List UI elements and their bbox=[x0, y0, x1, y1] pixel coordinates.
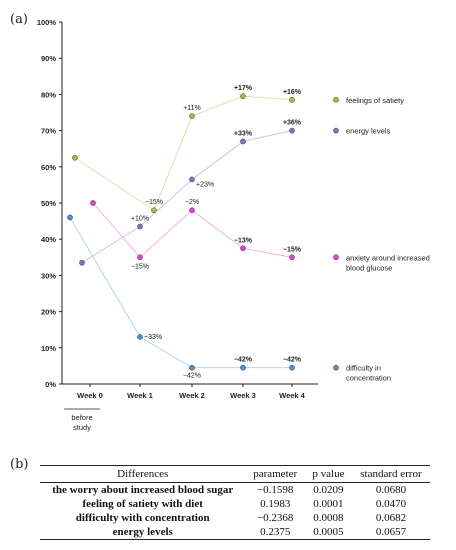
data-point bbox=[289, 127, 295, 134]
data-label: −15% bbox=[131, 263, 149, 270]
y-tick-label: 30% bbox=[41, 271, 56, 280]
y-tick-label: 40% bbox=[41, 235, 56, 244]
x-tick-label: Week 3 bbox=[230, 391, 256, 400]
series-line bbox=[81, 130, 293, 264]
legend-marker bbox=[333, 96, 339, 103]
legend-label: difficulty in bbox=[346, 364, 381, 373]
data-label: −42% bbox=[283, 357, 302, 364]
data-point bbox=[137, 254, 143, 261]
data-point bbox=[240, 364, 246, 371]
data-label: +17% bbox=[234, 85, 253, 92]
panel-a-label: (a) bbox=[10, 12, 28, 27]
row-label: feeling of satiety with diet bbox=[82, 498, 203, 510]
legend-marker bbox=[333, 364, 339, 371]
baseline-point bbox=[72, 154, 78, 161]
data-point bbox=[240, 245, 246, 252]
y-tick-label: 50% bbox=[41, 199, 56, 208]
row-label: energy levels bbox=[40, 525, 246, 540]
y-tick-label: 10% bbox=[41, 344, 56, 353]
data-point bbox=[151, 207, 157, 214]
legend-marker bbox=[333, 127, 339, 134]
data-point bbox=[289, 254, 295, 261]
parameter-cell: 0.1983 bbox=[260, 498, 291, 510]
legend-label: blood glucose bbox=[346, 263, 392, 272]
parameter-cell: −0.2368 bbox=[256, 512, 294, 524]
parameter-cell: −0.1598 bbox=[256, 484, 294, 496]
table-row: difficulty with concentration −0.2368 0.… bbox=[40, 511, 430, 525]
baseline-label: before bbox=[71, 413, 92, 422]
legend-label: feelings of satiety bbox=[346, 96, 404, 105]
data-point bbox=[240, 93, 246, 100]
header-differences: Differences bbox=[40, 465, 246, 483]
x-tick-label: Week 4 bbox=[279, 391, 306, 400]
data-label: −42% bbox=[183, 373, 201, 380]
data-label: +16% bbox=[283, 89, 302, 96]
table-header-row: Differences parameter p value standard e… bbox=[40, 465, 430, 483]
stats-table-panel: (b) Differences parameter p value standa… bbox=[0, 455, 456, 550]
data-label: +36% bbox=[283, 120, 302, 127]
legend-label: energy levels bbox=[346, 127, 390, 136]
y-tick-label: 20% bbox=[41, 308, 56, 317]
x-tick-label: Week 2 bbox=[179, 391, 205, 400]
table-row: the worry about increased blood sugar −0… bbox=[40, 483, 430, 498]
baseline-label: study bbox=[73, 423, 91, 432]
y-tick-label: 0% bbox=[45, 380, 56, 389]
parameter-cell: 0.2375 bbox=[245, 525, 305, 540]
header-parameter: parameter bbox=[245, 465, 305, 483]
data-label: −33% bbox=[144, 334, 162, 341]
data-label: −15% bbox=[283, 246, 302, 253]
standard-error-cell: 0.0680 bbox=[375, 484, 407, 496]
data-label: −13% bbox=[234, 237, 253, 244]
legend-label: anxiety around increased bbox=[346, 253, 430, 262]
baseline-point bbox=[90, 200, 96, 206]
legend-marker bbox=[333, 254, 339, 261]
data-label: +23% bbox=[196, 181, 214, 188]
y-tick-label: 80% bbox=[41, 90, 56, 99]
panel-b-label: (b) bbox=[10, 457, 29, 472]
y-tick-label: 90% bbox=[41, 54, 56, 63]
p-value-cell: 0.0209 bbox=[313, 484, 344, 496]
data-label: −15% bbox=[145, 199, 163, 206]
data-point bbox=[189, 113, 195, 119]
baseline-point bbox=[79, 259, 85, 266]
data-label: +11% bbox=[183, 105, 201, 112]
data-point bbox=[240, 138, 246, 145]
line-chart: 0% 10% 20% 30% 40% 50% 60% 70% 80% 90% 100% Week 0 W… bbox=[37, 18, 430, 432]
stats-table: Differences parameter p value standard e… bbox=[40, 465, 430, 540]
data-point bbox=[189, 176, 195, 183]
y-tick-label: 70% bbox=[41, 127, 56, 136]
standard-error-cell: 0.0470 bbox=[375, 498, 407, 510]
data-label: +33% bbox=[234, 130, 253, 137]
data-point bbox=[137, 334, 143, 340]
standard-error-cell: 0.0682 bbox=[375, 512, 407, 524]
table-row: feeling of satiety with diet 0.1983 0.00… bbox=[40, 497, 430, 511]
data-label: −42% bbox=[234, 357, 253, 364]
header-p-value: p value bbox=[304, 465, 352, 483]
header-standard-error: standard error bbox=[351, 465, 430, 483]
data-point bbox=[137, 223, 143, 230]
p-value-cell: 0.0005 bbox=[304, 525, 352, 540]
legend-label: concentration bbox=[346, 374, 391, 383]
baseline-point bbox=[67, 214, 73, 221]
p-value-cell: 0.0008 bbox=[313, 512, 344, 524]
row-label: the worry about increased blood sugar bbox=[52, 484, 234, 496]
data-point bbox=[289, 96, 295, 103]
data-label: −2% bbox=[185, 199, 199, 206]
series-line bbox=[69, 217, 292, 369]
series-line bbox=[74, 95, 293, 211]
data-label: +10% bbox=[131, 216, 149, 223]
x-tick-label: Week 0 bbox=[77, 391, 103, 400]
data-point bbox=[189, 207, 195, 214]
x-tick-label: Week 1 bbox=[127, 391, 153, 400]
y-tick-label: 60% bbox=[41, 163, 56, 172]
y-tick-label: 100% bbox=[37, 18, 57, 27]
standard-error-cell: 0.0657 bbox=[351, 525, 430, 540]
row-label: difficulty with concentration bbox=[75, 512, 210, 524]
data-point bbox=[189, 364, 195, 371]
data-point bbox=[289, 364, 295, 371]
table-row: energy levels 0.2375 0.0005 0.0657 bbox=[40, 525, 430, 540]
p-value-cell: 0.0001 bbox=[313, 498, 344, 510]
